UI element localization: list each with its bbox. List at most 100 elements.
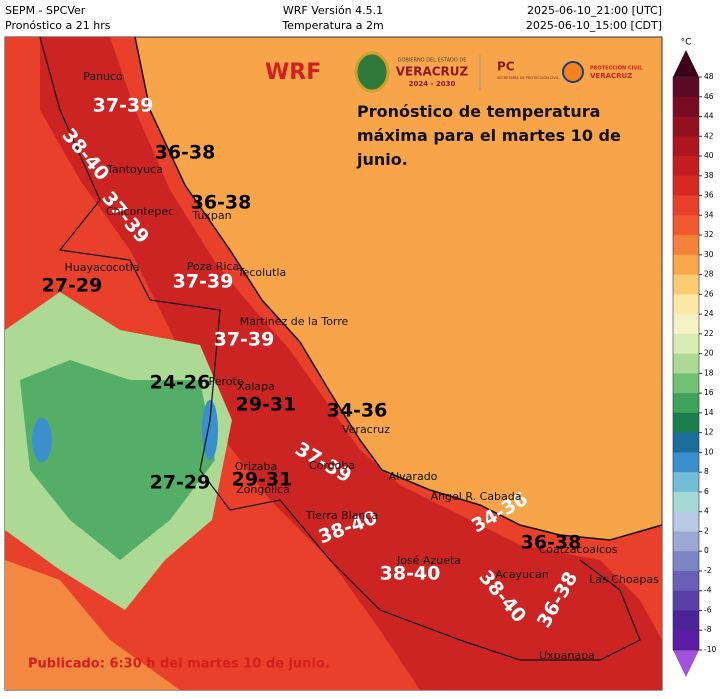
colorbar-band [673,551,699,572]
header-text: Pronóstico a 21 hrs [5,19,111,32]
colorbar-band [673,175,699,197]
colorbar-band [673,511,699,532]
header-bg [0,0,721,36]
cold-spot [32,418,52,462]
colorbar-band [673,254,699,276]
logo-text: GOBIERNO DEL ESTADO DE [398,58,467,64]
colorbar-tick-label: 44 [704,112,714,121]
colorbar-tick-label: 2 [704,526,709,535]
colorbar-over [673,50,699,77]
colorbar-tick-label: 48 [704,72,714,81]
colorbar-frame [672,76,700,651]
colorbar-band [673,274,699,295]
colorbar-band [673,373,699,394]
temperature-range: 37-39 [173,271,234,293]
colorbar-tick-label: 16 [704,388,714,397]
colorbar-tick-label: 38 [704,171,714,180]
cooler-zone [20,360,215,560]
header-text: Temperatura a 2m [281,19,383,32]
city-label: Cordoba [309,459,355,472]
temperature-range: 37-39 [214,329,275,351]
warm-zone [5,560,180,690]
city-label: Tierra Blanca [305,509,378,522]
coastline [134,36,663,541]
city-label: Tecolutla [237,266,287,279]
state-shield [354,51,390,93]
city-label: Poza Rica [187,260,239,273]
city-label: Las Choapas [589,573,659,586]
colorbar-tick-label: 18 [704,368,714,377]
colorbar-tick-label: 22 [704,329,714,338]
colorbar-tick-label: 36 [704,191,714,200]
colorbar-tick-label: 28 [704,270,714,279]
colorbar-band [673,610,699,631]
colorbar-band [673,136,699,157]
model-label: WRF [265,60,321,85]
colorbar-tick-label: 40 [704,151,714,160]
header-text: SEPM - SPCVer [5,4,86,17]
colorbar-tick-label: 12 [704,428,714,437]
colorbar-band [673,412,699,434]
logo-text: VERACRUZ [590,72,632,80]
city-label: Perote [208,375,243,388]
colorbar-band [673,96,699,118]
colorbar-band [673,116,699,137]
colorbar-tick-label: 0 [704,546,709,555]
colorbar-band [673,393,699,414]
logo-text: SECRETARÍA DE PROTECCIÓN CIVIL [497,75,559,80]
city-label: Zongolica [236,483,290,496]
colorbar-tick-label: 30 [704,250,714,259]
city-label: Martinez de la Torre [240,315,349,328]
colorbar-band [673,314,699,335]
colorbar-tick-label: 32 [704,230,714,239]
city-label: Angel R. Cabada [431,490,522,503]
colorbar-under [673,650,699,677]
pc-emblem [562,61,584,83]
temperature-range: 36-38 [191,192,252,214]
city-label: Panuco [83,70,123,83]
header-text: WRF Versión 4.5.1 [283,4,383,17]
city-label: Veracruz [342,423,390,436]
city-label: José Azueta [396,554,461,567]
temperature-range: 37-39 [93,95,154,117]
colorbar-tick-label: -8 [704,625,712,634]
city-label: Chicontepec [106,205,174,218]
temperature-range: 38-40 [380,563,441,585]
state-border [39,36,641,661]
published-note: Publicado: 6:30 h del martes 10 de junio… [28,657,330,672]
colorbar-band [673,491,699,513]
temperature-range: 27-29 [150,472,211,494]
colorbar-tick-label: 14 [704,408,714,417]
temperature-range: 36-38 [521,532,582,554]
header-text: 2025-06-10_21:00 [UTC] [527,4,662,17]
city-label: Alvarado [389,470,438,483]
colorbar-band [673,215,699,236]
city-label: Tuxpan [191,209,231,222]
city-label: Tantoyuca [106,163,163,176]
colorbar-band [673,630,699,651]
logo-text: VERACRUZ [396,65,469,79]
colorbar-tick-label: 26 [704,289,714,298]
colorbar-tick-label: -4 [704,586,712,595]
colorbar-band [673,531,699,552]
colorbar-band [673,156,699,177]
temperature-range: 36-38 [155,142,216,164]
city-label: Orizaba [235,460,277,473]
city-label: Xalapa [237,380,275,393]
colorbar-tick-label: 6 [704,487,709,496]
cold-spot [202,400,218,460]
colorbar-band [673,432,699,453]
logo-text: 2024 - 2030 [409,80,456,88]
colorbar-band [673,235,699,256]
colorbar-tick-label: 34 [704,210,714,219]
colorbar-band [673,77,699,98]
temperature-range: 29-31 [232,469,293,491]
colorbar-tick-label: 24 [704,309,714,318]
city-label: Acayucan [495,568,548,581]
colorbar-tick-label: 46 [704,92,714,101]
colorbar-band [673,195,699,216]
city-label: Coatzacoalcos [538,543,617,556]
temperature-range: 34-36 [327,400,388,422]
